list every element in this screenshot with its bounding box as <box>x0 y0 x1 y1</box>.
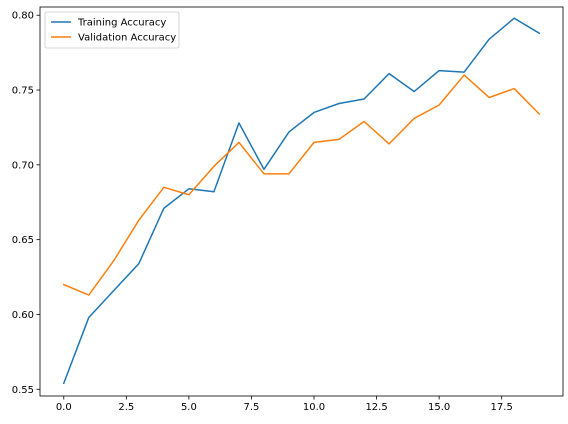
x-axis: 0.0 2.5 5.0 7.5 10.0 12.5 15.0 17.5 <box>56 396 513 413</box>
x-tick-label: 0.0 <box>56 402 72 413</box>
x-tick-label: 7.5 <box>243 402 259 413</box>
x-tick-label: 10.0 <box>303 402 325 413</box>
legend-label: Validation Accuracy <box>78 33 176 44</box>
x-tick-label: 2.5 <box>118 402 134 413</box>
y-tick-label: 0.55 <box>12 385 34 396</box>
x-tick-label: 17.5 <box>491 402 513 413</box>
plot-area <box>39 6 564 397</box>
x-tick-label: 15.0 <box>428 402 450 413</box>
series-line-training-accuracy <box>62 17 541 385</box>
series-lines <box>62 17 541 385</box>
legend-label: Training Accuracy <box>77 18 166 29</box>
y-tick-label: 0.60 <box>12 310 34 321</box>
legend-box <box>44 11 180 49</box>
y-tick-label: 0.65 <box>12 235 34 246</box>
series-line-validation-accuracy <box>62 74 541 296</box>
y-tick-label: 0.80 <box>12 11 34 22</box>
y-tick-label: 0.70 <box>12 160 34 171</box>
x-tick-label: 5.0 <box>181 402 197 413</box>
y-axis: 0.55 0.60 0.65 0.70 0.75 0.80 <box>12 11 40 396</box>
y-tick-label: 0.75 <box>12 86 34 97</box>
legend: Training Accuracy Validation Accuracy <box>44 11 180 49</box>
x-tick-label: 12.5 <box>365 402 387 413</box>
axes-frame <box>39 6 564 397</box>
